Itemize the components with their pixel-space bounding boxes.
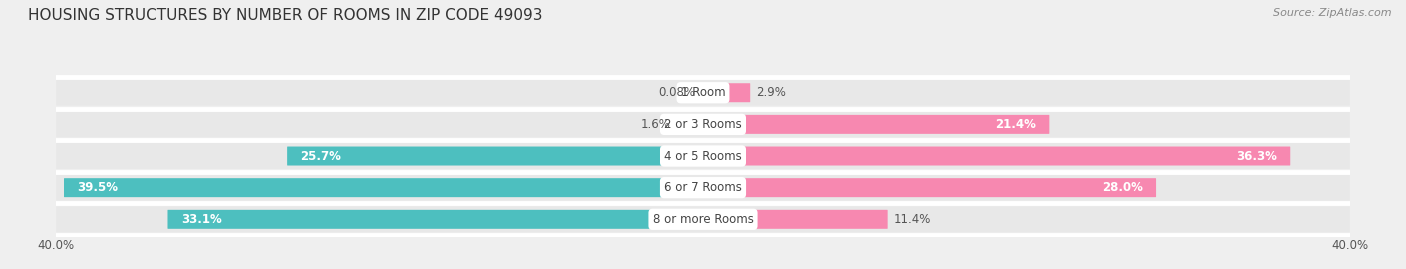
Text: 2 or 3 Rooms: 2 or 3 Rooms — [664, 118, 742, 131]
Text: HOUSING STRUCTURES BY NUMBER OF ROOMS IN ZIP CODE 49093: HOUSING STRUCTURES BY NUMBER OF ROOMS IN… — [28, 8, 543, 23]
FancyBboxPatch shape — [287, 147, 703, 165]
FancyBboxPatch shape — [703, 210, 887, 229]
FancyBboxPatch shape — [703, 115, 1049, 134]
FancyBboxPatch shape — [703, 83, 751, 102]
Text: 6 or 7 Rooms: 6 or 7 Rooms — [664, 181, 742, 194]
FancyBboxPatch shape — [56, 206, 1350, 232]
Text: 28.0%: 28.0% — [1102, 181, 1143, 194]
FancyBboxPatch shape — [56, 175, 1350, 201]
Text: 39.5%: 39.5% — [77, 181, 118, 194]
FancyBboxPatch shape — [56, 143, 1350, 169]
Text: 4 or 5 Rooms: 4 or 5 Rooms — [664, 150, 742, 162]
Text: 33.1%: 33.1% — [181, 213, 222, 226]
FancyBboxPatch shape — [65, 178, 703, 197]
Text: Source: ZipAtlas.com: Source: ZipAtlas.com — [1274, 8, 1392, 18]
Text: 0.08%: 0.08% — [658, 86, 695, 99]
FancyBboxPatch shape — [702, 83, 703, 102]
Text: 25.7%: 25.7% — [301, 150, 342, 162]
FancyBboxPatch shape — [703, 178, 1156, 197]
FancyBboxPatch shape — [703, 147, 1291, 165]
Text: 11.4%: 11.4% — [894, 213, 931, 226]
Text: 2.9%: 2.9% — [756, 86, 786, 99]
Text: 8 or more Rooms: 8 or more Rooms — [652, 213, 754, 226]
FancyBboxPatch shape — [56, 80, 1350, 106]
Text: 21.4%: 21.4% — [995, 118, 1036, 131]
Text: 36.3%: 36.3% — [1236, 150, 1277, 162]
FancyBboxPatch shape — [167, 210, 703, 229]
FancyBboxPatch shape — [56, 111, 1350, 137]
FancyBboxPatch shape — [676, 115, 703, 134]
Text: 1 Room: 1 Room — [681, 86, 725, 99]
Text: 1.6%: 1.6% — [641, 118, 671, 131]
